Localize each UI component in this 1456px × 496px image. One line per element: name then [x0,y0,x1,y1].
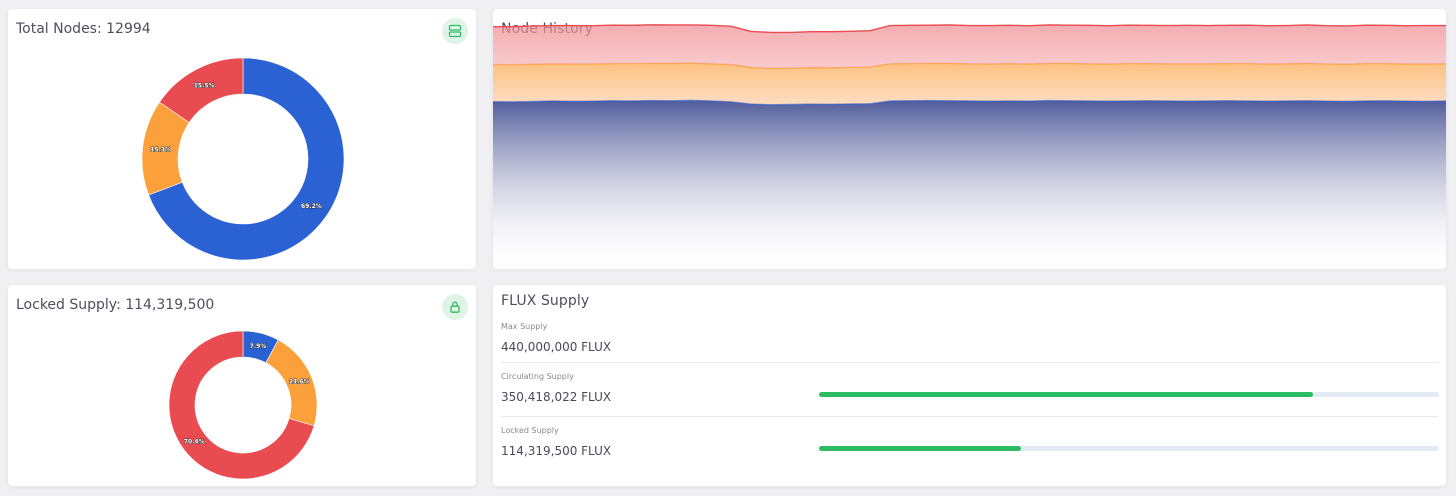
max-supply-value: 440,000,000 FLUX [501,340,612,354]
divider [501,362,1438,363]
locked-supply-donut-chart: 7.9% 21.6% 70.4% [168,330,318,480]
donut-slice [148,57,345,261]
lock-icon [442,294,468,320]
circulating-supply-progress-bar [819,392,1439,397]
total-nodes-title: Total Nodes: 12994 [16,21,151,37]
flux-supply-card: FLUX Supply Max Supply 440,000,000 FLUX … [493,285,1446,486]
red-series-line [493,24,1446,34]
blue-series-area [493,100,1446,269]
donut-slice [159,57,244,123]
circulating-supply-progress-fill [819,392,1313,397]
donut-slice [168,330,315,480]
red-series-area [493,24,1446,69]
slice-label: 15.5% [194,83,215,90]
slice-label: 15.3% [150,146,171,153]
circulating-supply-label: Circulating Supply [501,372,574,381]
locked-supply-row-label: Locked Supply [501,426,559,435]
slice-label: 69.2% [301,203,322,210]
flux-supply-title: FLUX Supply [501,293,590,309]
locked-supply-progress-bar [819,446,1439,451]
slice-label: 21.6% [289,379,310,386]
total-nodes-donut-chart: 69.2% 15.3% 15.5% [141,57,345,261]
circulating-supply-value: 350,418,022 FLUX [501,390,612,404]
locked-supply-title: Locked Supply: 114,319,500 [16,297,215,313]
locked-supply-row-value: 114,319,500 FLUX [501,444,612,458]
locked-supply-progress-fill [819,446,1022,451]
orange-series-area [493,63,1446,105]
locked-supply-card: Locked Supply: 114,319,500 7.9% 21.6% 70.4… [8,285,476,486]
node-history-area-chart [493,24,1446,269]
slice-label: 7.9% [250,343,267,350]
node-history-card: Node History [493,9,1446,269]
max-supply-label: Max Supply [501,322,548,331]
server-icon [442,18,468,44]
total-nodes-card: Total Nodes: 12994 69.2% 15.3% 15.5% [8,9,476,269]
slice-label: 70.4% [184,439,205,446]
divider [501,416,1438,417]
